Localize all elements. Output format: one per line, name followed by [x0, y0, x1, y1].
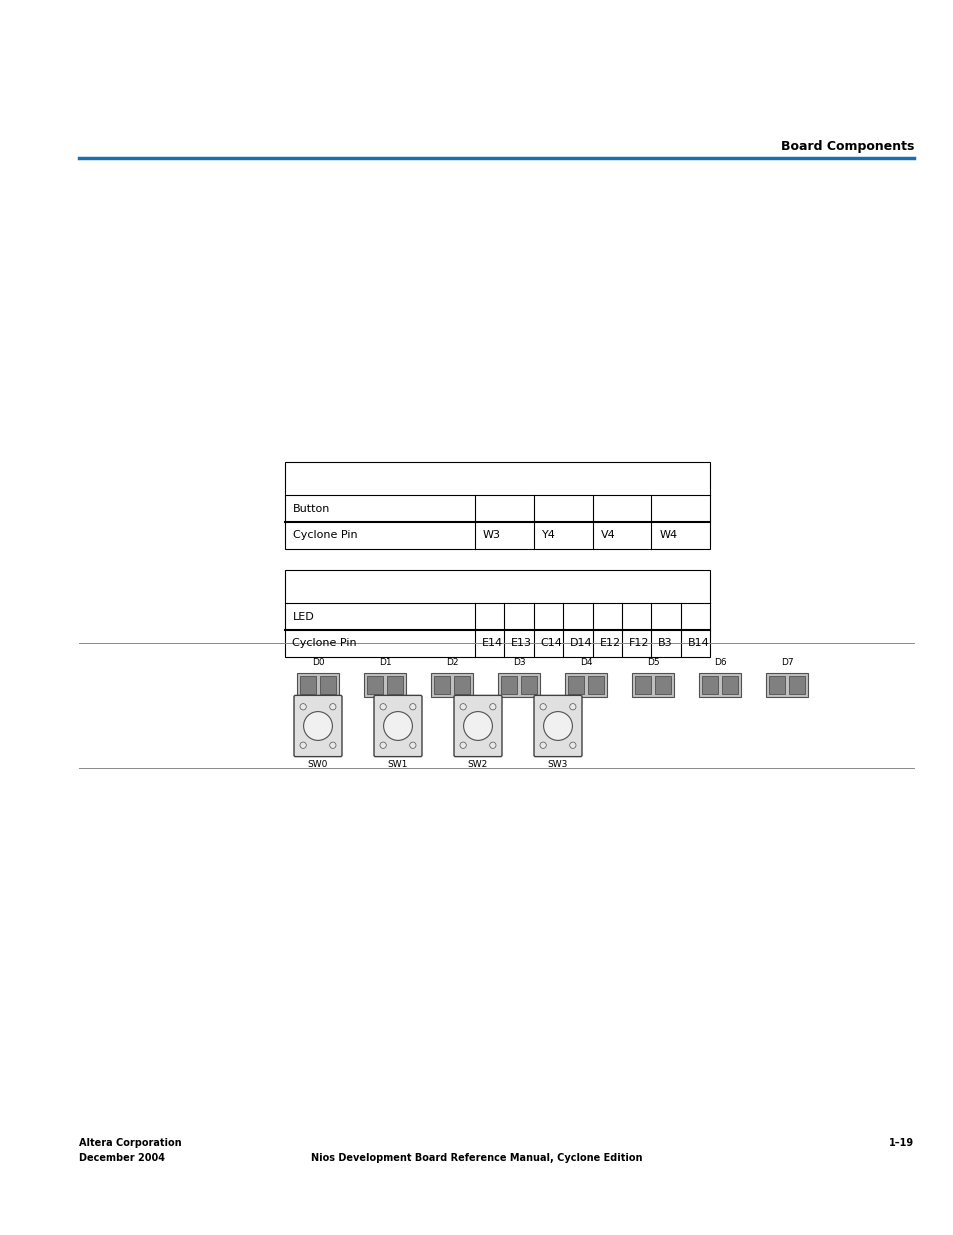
Text: F12: F12: [628, 638, 649, 648]
Circle shape: [379, 704, 386, 710]
Text: B14: B14: [687, 638, 709, 648]
Circle shape: [330, 704, 335, 710]
Circle shape: [409, 742, 416, 748]
Bar: [367, 677, 383, 694]
Text: D3: D3: [512, 658, 525, 667]
FancyBboxPatch shape: [534, 695, 581, 757]
Bar: [434, 677, 450, 694]
Bar: [720, 677, 737, 694]
FancyBboxPatch shape: [374, 695, 421, 757]
Bar: [300, 677, 316, 694]
Text: D0: D0: [312, 658, 324, 667]
Circle shape: [383, 711, 412, 741]
Circle shape: [459, 742, 466, 748]
Text: D1: D1: [378, 658, 391, 667]
Text: D4: D4: [579, 658, 592, 667]
Circle shape: [409, 704, 416, 710]
Text: LED: LED: [293, 611, 314, 621]
Bar: [386, 677, 402, 694]
Circle shape: [303, 711, 332, 741]
Text: E13: E13: [511, 638, 532, 648]
Bar: [699, 673, 740, 697]
Circle shape: [463, 711, 492, 741]
Text: SW2: SW2: [467, 760, 488, 769]
Text: 1–19: 1–19: [888, 1137, 913, 1149]
Bar: [285, 462, 709, 550]
Bar: [285, 571, 709, 657]
Bar: [568, 677, 583, 694]
Text: E12: E12: [598, 638, 620, 648]
Bar: [635, 677, 651, 694]
Circle shape: [330, 742, 335, 748]
Bar: [431, 673, 473, 697]
Bar: [631, 673, 673, 697]
Text: Button: Button: [293, 504, 330, 514]
Text: Board Components: Board Components: [780, 140, 913, 153]
Text: D5: D5: [646, 658, 659, 667]
Text: Cyclone Pin: Cyclone Pin: [292, 638, 356, 648]
Text: D6: D6: [713, 658, 725, 667]
Text: D14: D14: [570, 638, 592, 648]
Bar: [768, 677, 784, 694]
Circle shape: [299, 742, 306, 748]
Bar: [319, 677, 335, 694]
Bar: [765, 673, 807, 697]
Bar: [788, 677, 803, 694]
Text: D2: D2: [445, 658, 457, 667]
Bar: [501, 677, 517, 694]
Text: December 2004: December 2004: [79, 1153, 165, 1163]
Text: V4: V4: [599, 531, 615, 541]
Bar: [654, 677, 670, 694]
Bar: [497, 673, 539, 697]
Text: Y4: Y4: [541, 531, 555, 541]
Bar: [364, 673, 406, 697]
Text: E14: E14: [481, 638, 502, 648]
Bar: [454, 677, 469, 694]
Text: C14: C14: [540, 638, 562, 648]
Text: B3: B3: [658, 638, 672, 648]
Circle shape: [543, 711, 572, 741]
Circle shape: [489, 704, 496, 710]
FancyBboxPatch shape: [454, 695, 501, 757]
Text: W3: W3: [482, 531, 500, 541]
Circle shape: [569, 742, 576, 748]
Bar: [564, 673, 606, 697]
Circle shape: [539, 704, 546, 710]
Text: SW1: SW1: [388, 760, 408, 769]
Circle shape: [489, 742, 496, 748]
Bar: [587, 677, 603, 694]
FancyBboxPatch shape: [294, 695, 341, 757]
Circle shape: [379, 742, 386, 748]
Text: SW3: SW3: [547, 760, 568, 769]
Circle shape: [539, 742, 546, 748]
Circle shape: [299, 704, 306, 710]
Text: W4: W4: [659, 531, 677, 541]
Bar: [296, 673, 338, 697]
Text: Cyclone Pin: Cyclone Pin: [293, 531, 357, 541]
Circle shape: [459, 704, 466, 710]
Circle shape: [569, 704, 576, 710]
Text: D7: D7: [780, 658, 793, 667]
Text: SW0: SW0: [308, 760, 328, 769]
Bar: [701, 677, 718, 694]
Text: Altera Corporation: Altera Corporation: [79, 1137, 182, 1149]
Text: Nios Development Board Reference Manual, Cyclone Edition: Nios Development Board Reference Manual,…: [311, 1153, 642, 1163]
Bar: [520, 677, 537, 694]
